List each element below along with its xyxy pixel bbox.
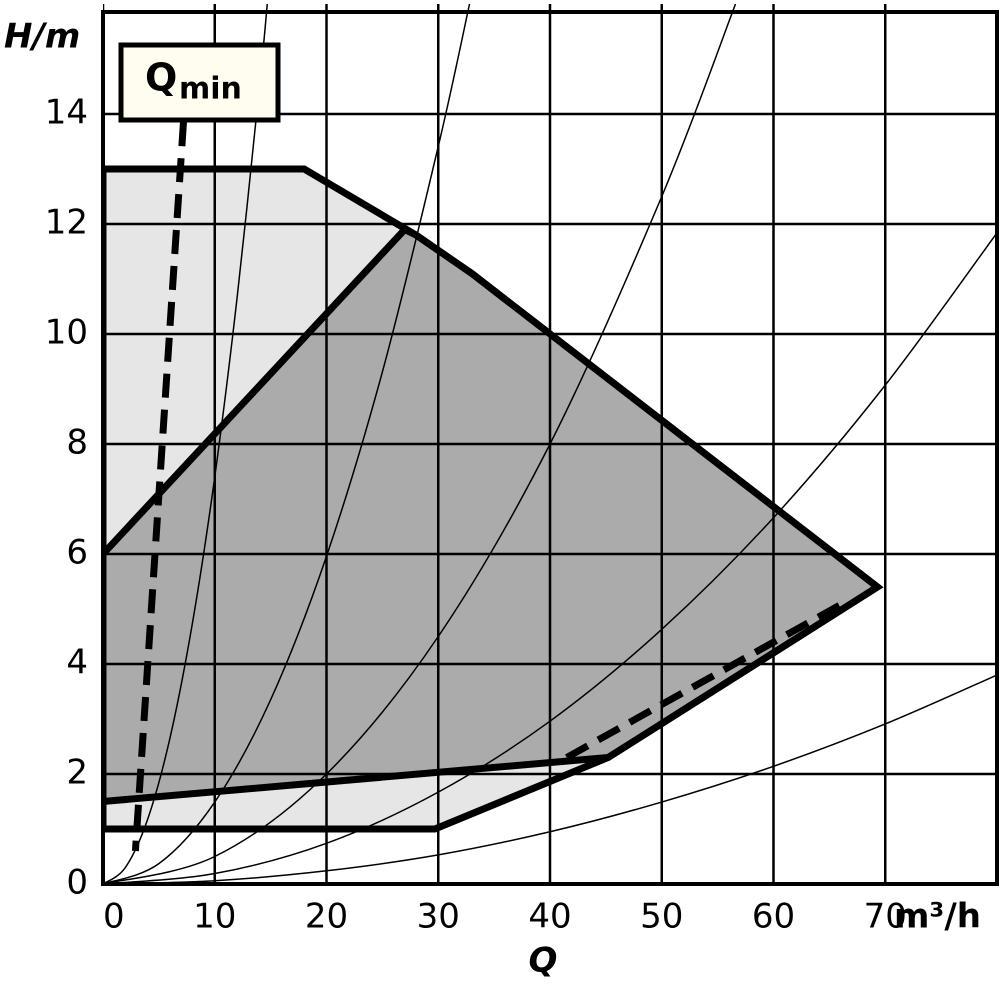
y-tick-label: 10	[45, 313, 88, 353]
limit-line	[131, 122, 187, 852]
x-tick-label: 0	[103, 897, 125, 937]
system-curve	[103, 4, 269, 884]
x-tick-label: 40	[528, 897, 571, 937]
x-tick-label: 70	[864, 897, 907, 937]
system-curve	[103, 4, 737, 884]
operating-region	[103, 225, 884, 806]
y-tick-label: 14	[45, 93, 88, 133]
x-tick-label: 10	[193, 897, 236, 937]
x-tick-label: 30	[417, 897, 460, 937]
y-tick-label: 2	[66, 753, 88, 793]
x-tick-label: 60	[752, 897, 795, 937]
y-tick-label: 12	[45, 203, 88, 243]
limit-line	[565, 600, 845, 761]
annotation-subscript: min	[179, 72, 242, 107]
annotation-box	[118, 42, 281, 123]
system-curve	[103, 232, 997, 884]
y-tick-label: 0	[66, 863, 88, 903]
y-axis-label: H/m	[4, 17, 80, 57]
plot-frame	[101, 10, 999, 886]
x-tick-label: 50	[640, 897, 683, 937]
system-curve	[103, 674, 997, 884]
y-tick-label: 8	[66, 423, 88, 463]
x-axis-label: Q	[529, 941, 558, 981]
y-tick-label: 4	[66, 643, 88, 683]
y-tick-label: 6	[66, 533, 88, 573]
plot-area	[103, 4, 997, 884]
annotation: Q	[145, 56, 177, 100]
x-axis-unit: m³/h	[894, 897, 981, 937]
system-curve	[103, 4, 471, 884]
x-tick-label: 20	[305, 897, 348, 937]
